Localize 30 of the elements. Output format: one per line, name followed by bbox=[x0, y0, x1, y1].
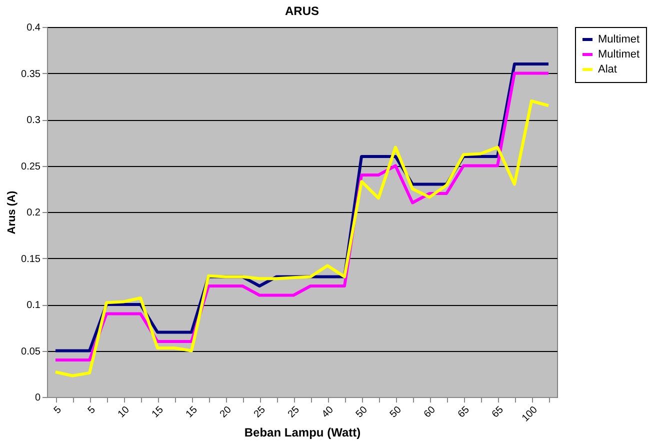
y-tick-label: 0.25 bbox=[21, 161, 41, 172]
y-tick-label: 0.35 bbox=[21, 68, 41, 80]
x-tick-label: 100 bbox=[520, 404, 540, 424]
x-tick-label: 15 bbox=[184, 404, 200, 420]
x-tick-label: 50 bbox=[354, 404, 370, 420]
legend-label: Alat bbox=[598, 64, 617, 76]
y-tick-label: 0.3 bbox=[26, 115, 41, 126]
x-tick-label: 15 bbox=[150, 404, 166, 420]
x-axis-title: Beban Lampu (Watt) bbox=[244, 425, 361, 440]
y-tick-label: 0.2 bbox=[26, 208, 41, 218]
chart-title: ARUS bbox=[284, 4, 320, 18]
legend-label: Multimet bbox=[598, 48, 640, 60]
y-tick-label: 0.4 bbox=[26, 22, 41, 34]
y-axis-title: Arus (A) bbox=[6, 190, 18, 234]
x-tick-label: 40 bbox=[320, 404, 336, 420]
y-tick-label: 0.1 bbox=[26, 300, 41, 311]
x-tick-label: 60 bbox=[422, 404, 438, 420]
x-tick-label: 10 bbox=[116, 404, 132, 420]
x-tick-label: 25 bbox=[286, 404, 302, 420]
x-tick-label: 65 bbox=[490, 404, 506, 420]
x-tick-label: 5 bbox=[52, 404, 64, 416]
x-tick-label: 25 bbox=[252, 404, 268, 420]
legend-label: Multimet bbox=[598, 34, 640, 46]
x-tick-label: 20 bbox=[218, 404, 234, 420]
y-tick-label: 0 bbox=[34, 392, 41, 404]
y-tick-label: 0.05 bbox=[21, 346, 41, 358]
y-tick-label: 0.15 bbox=[21, 254, 41, 265]
x-tick-label: 50 bbox=[388, 404, 404, 420]
x-tick-label: 65 bbox=[456, 404, 472, 420]
x-tick-label: 5 bbox=[86, 404, 98, 416]
